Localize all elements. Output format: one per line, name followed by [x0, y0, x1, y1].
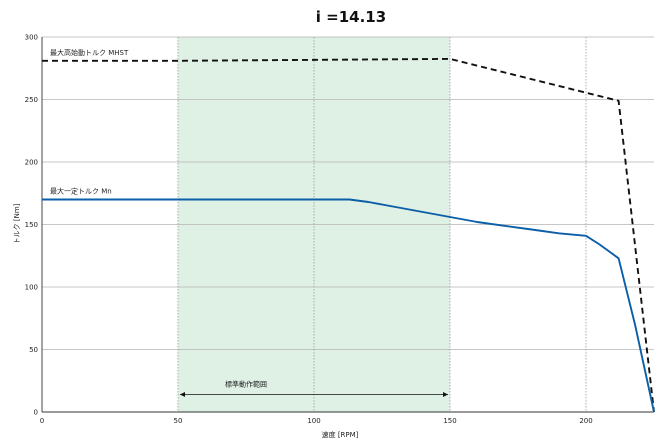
y-tick-200: 200 [25, 159, 38, 167]
y-tick-300: 300 [25, 34, 38, 42]
x-tick-100: 100 [307, 417, 320, 425]
x-tick-50: 50 [174, 417, 183, 425]
band-label: 標準動作範囲 [225, 380, 267, 389]
y-tick-150: 150 [25, 221, 38, 229]
y-tick-labels: 0 50 100 150 200 250 300 [25, 34, 38, 417]
x-tick-200: 200 [579, 417, 592, 425]
x-tick-150: 150 [443, 417, 456, 425]
band-arrow-left-head [180, 392, 185, 397]
band-annotation: 標準動作範囲 [180, 380, 448, 397]
series-label-1: 最大高始動トルク MHST [50, 48, 129, 57]
series-line-1 [42, 57, 655, 413]
y-axis-label: トルク [Nm] [13, 203, 21, 244]
y-tick-0: 0 [34, 409, 38, 417]
y-tick-100: 100 [25, 284, 38, 292]
x-tick-labels: 0 50 100 150 200 [40, 417, 593, 425]
x-tick-0: 0 [40, 417, 44, 425]
band-arrow-right-head [443, 392, 448, 397]
series-lines [42, 57, 655, 413]
chart-title: i =14.13 [316, 8, 386, 26]
series-labels: 最大高始動トルク MHST 最大一定トルク Mn [50, 48, 129, 196]
y-tick-250: 250 [25, 96, 38, 104]
vertical-dotted-lines [177, 37, 587, 412]
horizontal-gridlines [42, 36, 654, 350]
series-line-2 [42, 198, 655, 413]
y-tick-50: 50 [29, 346, 38, 354]
series-label-2: 最大一定トルク Mn [50, 187, 112, 196]
x-axis-label: 速度 [RPM] [322, 430, 359, 439]
